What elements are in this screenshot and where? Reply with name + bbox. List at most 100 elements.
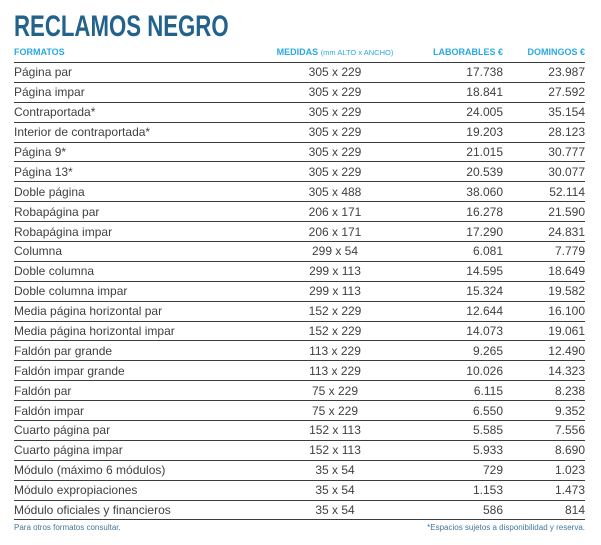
cell-domingos: 7.556 <box>503 420 585 441</box>
table-row: Página 9* 305 x 229 21.015 30.777 <box>14 142 585 163</box>
cell-medidas: 305 x 229 <box>250 122 420 143</box>
cell-domingos: 23.987 <box>503 62 585 83</box>
cell-laborables: 14.073 <box>420 321 503 342</box>
cell-formato: Módulo oficiales y financieros <box>14 500 250 521</box>
cell-domingos: 9.352 <box>503 400 585 422</box>
cell-formato: Columna <box>14 241 250 262</box>
cell-laborables: 6.081 <box>420 241 503 262</box>
cell-formato: Doble página <box>14 181 250 203</box>
table-row: Página par 305 x 229 17.738 23.987 <box>14 62 585 83</box>
cell-medidas: 152 x 229 <box>250 321 420 342</box>
cell-laborables: 16.278 <box>420 201 503 223</box>
cell-formato: Página 9* <box>14 142 250 163</box>
cell-laborables: 20.539 <box>420 161 503 183</box>
col-header-laborables: LABORABLES € <box>420 41 503 63</box>
cell-laborables: 14.595 <box>420 261 503 282</box>
cell-medidas: 152 x 229 <box>250 301 420 322</box>
cell-medidas: 299 x 113 <box>250 281 420 302</box>
table-body: Página par 305 x 229 17.738 23.987 Página im… <box>14 62 585 521</box>
table-row: Interior de contraportada* 305 x 229 19.20… <box>14 122 585 143</box>
cell-medidas: 75 x 229 <box>250 380 420 402</box>
cell-formato: Página 13* <box>14 161 250 183</box>
cell-laborables: 10.026 <box>420 360 503 382</box>
cell-laborables: 6.115 <box>420 380 503 402</box>
table-row: Cuarto página impar 152 x 113 5.933 8.690 <box>14 440 585 461</box>
cell-domingos: 7.779 <box>503 241 585 262</box>
table-row: Faldón par grande 113 x 229 9.265 12.490 <box>14 340 585 362</box>
page: RECLAMOS NEGRO FORMATOS MEDIDAS (mm ALTO… <box>14 10 585 533</box>
table-row: Robapágina par 206 x 171 16.278 21.590 <box>14 201 585 223</box>
cell-domingos: 27.592 <box>503 82 585 103</box>
cell-domingos: 35.154 <box>503 102 585 123</box>
cell-laborables: 38.060 <box>420 181 503 203</box>
table-row: Cuarto página par 152 x 113 5.585 7.556 <box>14 420 585 441</box>
cell-medidas: 152 x 113 <box>250 420 420 441</box>
cell-medidas: 113 x 229 <box>250 360 420 382</box>
footer-note-left: Para otros formatos consultar. <box>14 523 121 533</box>
col-header-medidas: MEDIDAS (mm ALTO x ANCHO) <box>250 41 420 63</box>
table-row: Contraportada* 305 x 229 24.005 35.154 <box>14 102 585 123</box>
cell-medidas: 305 x 229 <box>250 62 420 83</box>
cell-medidas: 35 x 54 <box>250 500 420 521</box>
rate-table: FORMATOS MEDIDAS (mm ALTO x ANCHO) LABOR… <box>14 41 585 521</box>
cell-laborables: 12.644 <box>420 301 503 322</box>
cell-laborables: 15.324 <box>420 281 503 302</box>
table-row: Módulo (máximo 6 módulos) 35 x 54 729 1.023 <box>14 460 585 481</box>
cell-domingos: 19.061 <box>503 321 585 342</box>
cell-medidas: 305 x 229 <box>250 161 420 183</box>
col-header-formatos: FORMATOS <box>14 41 250 63</box>
cell-formato: Faldón par grande <box>14 340 250 362</box>
cell-domingos: 28.123 <box>503 122 585 143</box>
cell-formato: Media página horizontal par <box>14 301 250 322</box>
cell-formato: Media página horizontal impar <box>14 321 250 342</box>
cell-domingos: 14.323 <box>503 360 585 382</box>
table-row: Columna 299 x 54 6.081 7.779 <box>14 241 585 262</box>
cell-laborables: 21.015 <box>420 142 503 163</box>
cell-laborables: 18.841 <box>420 82 503 103</box>
cell-medidas: 305 x 229 <box>250 82 420 103</box>
cell-medidas: 35 x 54 <box>250 480 420 501</box>
cell-formato: Módulo (máximo 6 módulos) <box>14 460 250 481</box>
cell-medidas: 206 x 171 <box>250 221 420 243</box>
table-row: Módulo oficiales y financieros 35 x 54 586… <box>14 500 585 521</box>
cell-laborables: 729 <box>420 460 503 481</box>
cell-domingos: 19.582 <box>503 281 585 302</box>
table-row: Faldón impar grande 113 x 229 10.026 14.323 <box>14 360 585 382</box>
table-row: Página impar 305 x 229 18.841 27.592 <box>14 82 585 103</box>
cell-domingos: 1.023 <box>503 460 585 481</box>
cell-formato: Cuarto página par <box>14 420 250 441</box>
cell-domingos: 30.077 <box>503 161 585 183</box>
cell-domingos: 8.238 <box>503 380 585 402</box>
table-row: Página 13* 305 x 229 20.539 30.077 <box>14 161 585 183</box>
table-row: Media página horizontal par 152 x 229 12.6… <box>14 301 585 322</box>
cell-formato: Módulo expropiaciones <box>14 480 250 501</box>
table-row: Módulo expropiaciones 35 x 54 1.153 1.473 <box>14 480 585 501</box>
footer-note-right: *Espacios sujetos a disponibilidad y res… <box>427 523 585 533</box>
table-row: Robapágina impar 206 x 171 17.290 24.831 <box>14 221 585 243</box>
cell-laborables: 24.005 <box>420 102 503 123</box>
cell-laborables: 17.290 <box>420 221 503 243</box>
table-row: Media página horizontal impar 152 x 229 14… <box>14 321 585 342</box>
cell-laborables: 19.203 <box>420 122 503 143</box>
cell-formato: Robapágina par <box>14 201 250 223</box>
cell-medidas: 305 x 488 <box>250 181 420 203</box>
cell-medidas: 152 x 113 <box>250 440 420 461</box>
cell-formato: Página par <box>14 62 250 83</box>
cell-formato: Faldón par <box>14 380 250 402</box>
cell-domingos: 814 <box>503 500 585 521</box>
cell-domingos: 1.473 <box>503 480 585 501</box>
table-header-row: FORMATOS MEDIDAS (mm ALTO x ANCHO) LABOR… <box>14 41 585 63</box>
cell-domingos: 52.114 <box>503 181 585 203</box>
cell-formato: Interior de contraportada* <box>14 122 250 143</box>
table-row: Doble columna 299 x 113 14.595 18.649 <box>14 261 585 282</box>
cell-laborables: 17.738 <box>420 62 503 83</box>
cell-medidas: 299 x 54 <box>250 241 420 262</box>
cell-formato: Faldón impar grande <box>14 360 250 382</box>
cell-laborables: 9.265 <box>420 340 503 362</box>
cell-formato: Página impar <box>14 82 250 103</box>
col-header-medidas-main: MEDIDAS <box>276 46 319 57</box>
cell-formato: Robapágina impar <box>14 221 250 243</box>
cell-formato: Doble columna impar <box>14 281 250 302</box>
cell-laborables: 586 <box>420 500 503 521</box>
page-title: RECLAMOS NEGRO <box>14 10 229 43</box>
